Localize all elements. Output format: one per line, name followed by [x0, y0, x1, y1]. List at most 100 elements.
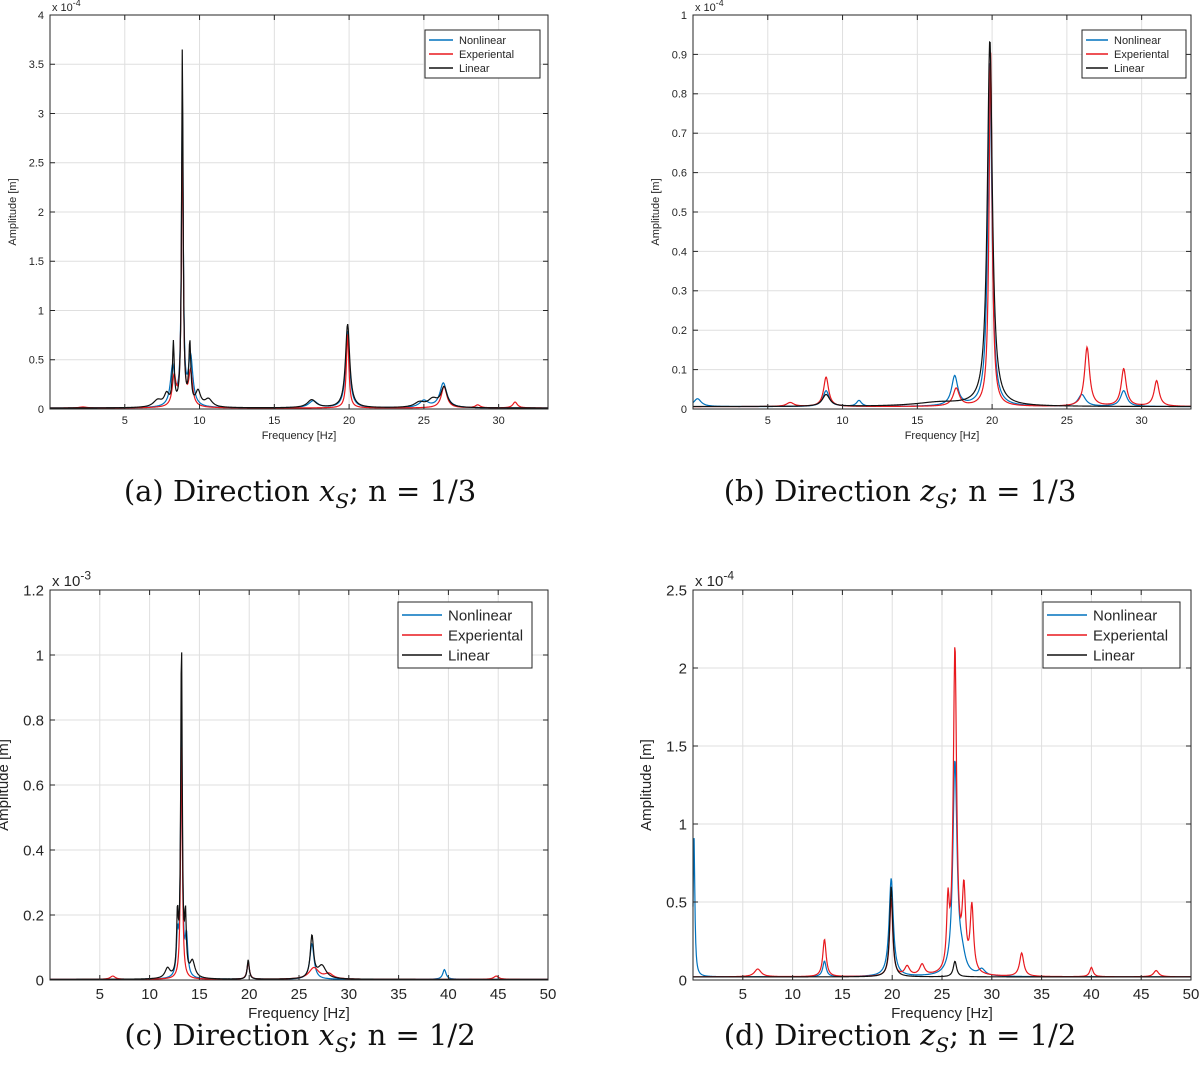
x-tick-label: 5	[765, 415, 771, 427]
caption-b: (b) Direction zS; n = 1/3	[723, 474, 1077, 513]
legend-label-experiental: Experiental	[459, 49, 514, 61]
chart-a-svg: 5 10 15 20 25 30 0 0.5 1 1.5 2 2.5 3 3.5 4 x 10-4 Freque…	[7, 0, 549, 442]
chart-c-svg: 5 10 15 20 25 30 35 40 45 50 0 0.2 0.4 0.6 0.8 1 1.2 x 10…	[0, 568, 557, 1022]
x-tick-label: 15	[834, 986, 851, 1003]
x-axis-label: Frequency [Hz]	[248, 1005, 350, 1022]
x-tick-label: 10	[836, 415, 848, 427]
x-tick-label: 10	[193, 415, 205, 427]
y-tick-label: 0.3	[672, 286, 687, 298]
y-tick-label: 0.7	[672, 128, 687, 140]
legend-label-experiental: Experiental	[1114, 49, 1169, 61]
chart-b-svg: 5 10 15 20 25 30 0 0.1 0.2 0.3 0.4 0.5 0.6 0.7 0.8 0.9 1…	[650, 0, 1192, 442]
x-tick-label: 25	[1061, 415, 1073, 427]
legend-label-experiental: Experiental	[448, 627, 523, 644]
x-tick-label: 20	[241, 986, 258, 1003]
x-tick-label: 15	[191, 986, 208, 1003]
chart-panel-a: 5 10 15 20 25 30 0 0.5 1 1.5 2 2.5 3 3.5 4 x 10-4 Freque…	[0, 0, 600, 540]
x-tick-label: 45	[490, 986, 507, 1003]
x-tick-label: 20	[343, 415, 355, 427]
y-tick-label: 2	[679, 660, 687, 677]
y-tick-label: 3	[38, 108, 44, 120]
y-tick-label: 1	[36, 647, 44, 664]
y-tick-label: 0.8	[672, 89, 687, 101]
caption-c: (c) Direction xS; n = 1/2	[124, 1018, 476, 1057]
x-axis-label: Frequency [Hz]	[262, 430, 337, 442]
y-tick-label: 0.2	[672, 325, 687, 337]
y-axis-label: Amplitude [m]	[0, 739, 12, 831]
chart-d-svg: 5 10 15 20 25 30 35 40 45 50 0 0.5 1 1.5 2 2.5 x 10-4 Fre…	[638, 568, 1200, 1022]
y-tick-label: 0	[681, 404, 687, 416]
y-exponent-label: x 10-4	[52, 0, 81, 14]
legend-label-nonlinear: Nonlinear	[448, 607, 512, 624]
caption-d: (d) Direction zS; n = 1/2	[723, 1018, 1077, 1057]
legend-label-linear: Linear	[1093, 647, 1135, 664]
y-tick-label: 1.5	[666, 738, 687, 755]
x-axis-label: Frequency [Hz]	[891, 1005, 993, 1022]
x-tick-label: 5	[96, 986, 104, 1003]
legend-label-linear: Linear	[459, 63, 490, 75]
legend-label-nonlinear: Nonlinear	[459, 35, 506, 47]
y-axis-label: Amplitude [m]	[7, 178, 19, 245]
x-tick-label: 20	[884, 986, 901, 1003]
x-tick-label: 30	[983, 986, 1000, 1003]
x-tick-label: 25	[291, 986, 308, 1003]
legend-label-nonlinear: Nonlinear	[1114, 35, 1161, 47]
y-tick-label: 0.4	[23, 842, 44, 859]
chart-panel-b: 5 10 15 20 25 30 0 0.1 0.2 0.3 0.4 0.5 0.6 0.7 0.8 0.9 1…	[600, 0, 1200, 540]
x-tick-label: 25	[934, 986, 951, 1003]
x-axis-label: Frequency [Hz]	[905, 430, 980, 442]
x-tick-label: 35	[1033, 986, 1050, 1003]
y-axis-label: Amplitude [m]	[650, 178, 662, 245]
y-tick-label: 0	[679, 972, 687, 989]
y-exponent-power: -4	[716, 0, 724, 8]
x-tick-label: 30	[1136, 415, 1148, 427]
x-tick-label: 45	[1133, 986, 1150, 1003]
x-tick-label: 10	[784, 986, 801, 1003]
x-tick-label: 30	[340, 986, 357, 1003]
x-tick-label: 35	[390, 986, 407, 1003]
y-tick-label: 0.2	[23, 907, 44, 924]
y-tick-label: 0.5	[29, 355, 44, 367]
y-exponent-power: -4	[73, 0, 81, 8]
x-tick-label: 15	[268, 415, 280, 427]
y-tick-label: 1.5	[29, 256, 44, 268]
chart-panel-c: 5 10 15 20 25 30 35 40 45 50 0 0.2 0.4 0.6 0.8 1 1.2 x 10…	[0, 540, 600, 1080]
y-tick-label: 0.9	[672, 49, 687, 61]
y-tick-label: 0	[36, 972, 44, 989]
y-tick-label: 0.6	[672, 167, 687, 179]
chart-panel-d: 5 10 15 20 25 30 35 40 45 50 0 0.5 1 1.5 2 2.5 x 10-4 Fre…	[600, 540, 1200, 1080]
y-tick-label: 0.5	[666, 894, 687, 911]
y-tick-label: 3.5	[29, 59, 44, 71]
y-tick-label: 1	[679, 816, 687, 833]
x-tick-label: 30	[493, 415, 505, 427]
legend-label-nonlinear: Nonlinear	[1093, 607, 1157, 624]
y-tick-label: 4	[38, 10, 44, 22]
y-tick-label: 1.2	[23, 582, 44, 599]
y-tick-label: 0.4	[672, 246, 687, 258]
y-tick-label: 0.8	[23, 712, 44, 729]
y-tick-label: 0	[38, 404, 44, 416]
x-tick-label: 50	[540, 986, 557, 1003]
y-exponent-label: x 10-3	[52, 568, 91, 590]
y-exponent-label: x 10-4	[695, 0, 724, 14]
caption-a: (a) Direction xS; n = 1/3	[123, 474, 477, 513]
y-exponent-label: x 10-4	[695, 568, 734, 590]
x-tick-label: 15	[911, 415, 923, 427]
x-tick-label: 20	[986, 415, 998, 427]
x-tick-label: 40	[440, 986, 457, 1003]
y-axis-label: Amplitude [m]	[638, 739, 655, 831]
legend-label-experiental: Experiental	[1093, 627, 1168, 644]
series-line-linear	[50, 49, 548, 409]
x-tick-label: 50	[1183, 986, 1200, 1003]
y-tick-label: 2.5	[29, 158, 44, 170]
y-tick-label: 2	[38, 207, 44, 219]
series-line-linear	[693, 41, 1191, 408]
y-tick-label: 2.5	[666, 582, 687, 599]
y-tick-label: 1	[38, 305, 44, 317]
x-tick-label: 5	[739, 986, 747, 1003]
legend-label-linear: Linear	[448, 647, 490, 664]
y-tick-label: 0.5	[672, 207, 687, 219]
y-tick-label: 0.1	[672, 364, 687, 376]
y-exponent-power: -3	[80, 568, 91, 582]
x-tick-label: 10	[141, 986, 158, 1003]
